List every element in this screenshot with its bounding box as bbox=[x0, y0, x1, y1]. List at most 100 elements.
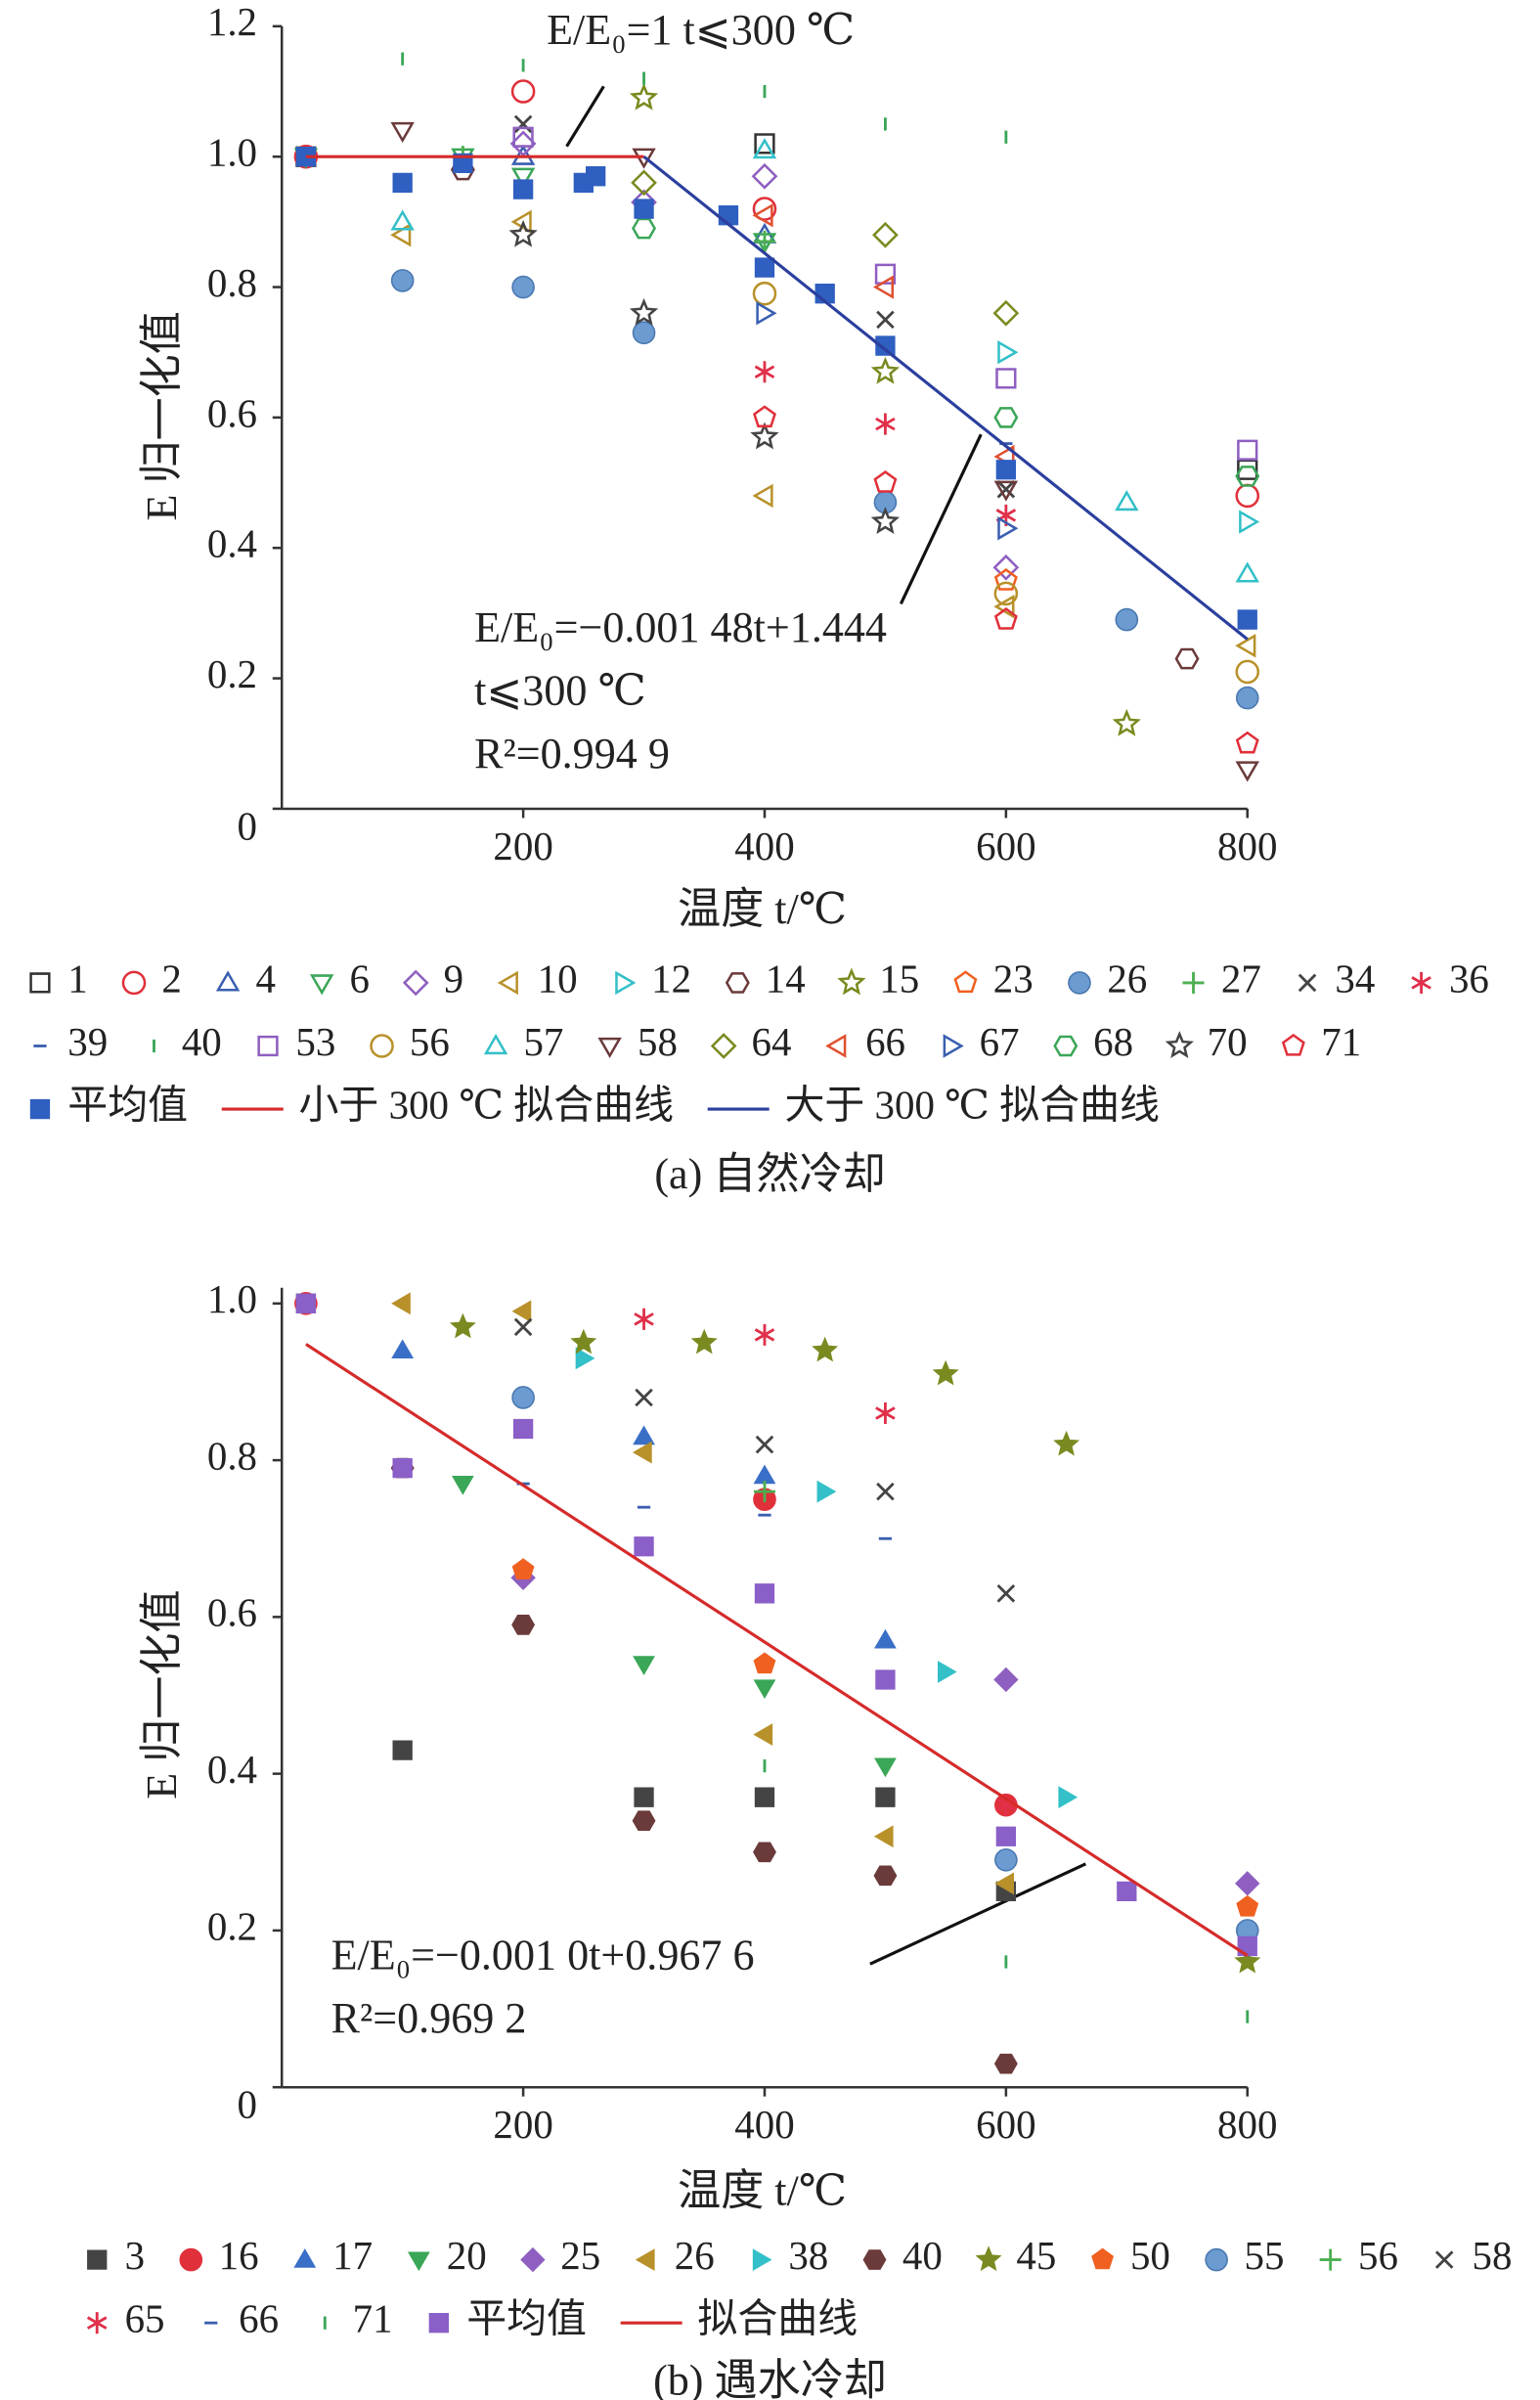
data-point bbox=[754, 1787, 775, 1807]
legend-swatch bbox=[179, 2247, 203, 2272]
annotation-leader bbox=[899, 433, 983, 605]
data-point bbox=[634, 1308, 654, 1330]
y-tick-label: 0.4 bbox=[207, 1748, 257, 1792]
legend-item: 58 bbox=[597, 1020, 678, 1064]
caption: (b) 遇水冷却 bbox=[653, 2356, 887, 2400]
data-point bbox=[875, 1787, 896, 1807]
data-point bbox=[1235, 761, 1259, 782]
data-point bbox=[390, 209, 415, 231]
data-point bbox=[932, 1359, 959, 1386]
y-axis-label: E 归一化值 bbox=[138, 311, 186, 520]
legend-swatch bbox=[837, 967, 866, 996]
legend-swatch bbox=[725, 972, 750, 994]
legend-item: 53 bbox=[257, 1020, 335, 1064]
data-point bbox=[992, 299, 1020, 327]
legend-item: 71 bbox=[323, 2297, 393, 2341]
data-point bbox=[1235, 731, 1259, 754]
legend-item: 9 bbox=[402, 956, 463, 1000]
legend-item: 大于 300 ℃ 拟合曲线 bbox=[707, 1083, 1160, 1127]
data-point bbox=[756, 301, 777, 326]
legend-item: 56 bbox=[1319, 2234, 1398, 2278]
legend-item: 70 bbox=[1165, 1020, 1248, 1064]
x-axis-label: 温度 t/℃ bbox=[678, 885, 847, 933]
legend-swatch bbox=[1298, 973, 1317, 993]
data-point bbox=[874, 263, 897, 285]
legend-swatch bbox=[1091, 2247, 1115, 2270]
data-point bbox=[993, 607, 1018, 630]
legend-swatch bbox=[87, 2249, 108, 2270]
legend-item: 16 bbox=[179, 2234, 259, 2278]
data-point bbox=[1235, 686, 1259, 710]
data-point bbox=[873, 1865, 898, 1887]
annotation-leader bbox=[565, 85, 605, 148]
data-point bbox=[753, 1723, 773, 1746]
data-point bbox=[872, 275, 895, 299]
data-point bbox=[629, 297, 659, 326]
legend-item: 平均值 bbox=[428, 2297, 587, 2341]
legend-swatch bbox=[1205, 2247, 1228, 2272]
y-tick-label: 0.4 bbox=[207, 522, 257, 566]
legend-swatch bbox=[862, 2249, 887, 2270]
data-point bbox=[1235, 483, 1260, 509]
data-point bbox=[994, 1848, 1018, 1872]
legend-item: 拟合曲线 bbox=[620, 2297, 858, 2341]
data-point bbox=[570, 1328, 597, 1355]
legend-swatch bbox=[215, 970, 241, 992]
data-point bbox=[754, 1323, 775, 1346]
data-point bbox=[635, 1388, 653, 1407]
x-tick-label: 200 bbox=[493, 2103, 552, 2147]
data-point bbox=[753, 1679, 776, 1700]
data-point bbox=[1115, 490, 1139, 511]
data-point bbox=[511, 275, 535, 299]
legend-label: 10 bbox=[538, 956, 578, 1000]
legend-label: 拟合曲线 bbox=[697, 2297, 858, 2341]
legend-swatch bbox=[597, 1037, 622, 1059]
legend-swatch bbox=[825, 1034, 847, 1058]
data-point bbox=[631, 169, 657, 197]
legend-swatch bbox=[1319, 2248, 1342, 2271]
data-point bbox=[390, 121, 415, 144]
legend-label: 平均值 bbox=[466, 2297, 587, 2341]
annotation: E/E₀=−0.001 48t+1.444 bbox=[474, 603, 887, 651]
legend-label: 45 bbox=[1016, 2234, 1056, 2278]
data-point bbox=[1235, 659, 1260, 685]
legend-swatch bbox=[29, 972, 51, 994]
data-point bbox=[754, 361, 775, 383]
y-tick-label: 1.0 bbox=[207, 131, 257, 175]
legend-label: 25 bbox=[560, 2234, 600, 2278]
data-point bbox=[1053, 1430, 1080, 1456]
legend-label: 20 bbox=[447, 2234, 487, 2278]
data-point bbox=[1234, 1947, 1261, 1974]
data-point bbox=[634, 199, 654, 219]
legend-item: 14 bbox=[725, 956, 806, 1000]
legend-item: 39 bbox=[33, 1020, 108, 1064]
data-point bbox=[510, 79, 536, 104]
data-point bbox=[1058, 1786, 1078, 1809]
legend-swatch bbox=[29, 1098, 51, 1120]
annotation: R²=0.994 9 bbox=[474, 730, 670, 778]
legend-item: 10 bbox=[497, 956, 578, 1000]
data-point bbox=[875, 1401, 896, 1425]
legend-item: 40 bbox=[153, 1020, 222, 1064]
data-point bbox=[392, 1457, 413, 1479]
data-point bbox=[875, 1669, 896, 1690]
data-point bbox=[873, 1825, 894, 1848]
legend-label: 16 bbox=[219, 2234, 259, 2278]
data-point bbox=[812, 1336, 839, 1362]
legend-swatch bbox=[407, 2251, 430, 2272]
data-point bbox=[391, 1339, 415, 1359]
annotation: E/E₀=−0.001 0t+0.967 6 bbox=[331, 1932, 755, 1979]
legend-label: 70 bbox=[1208, 1020, 1248, 1064]
legend-item: 66 bbox=[204, 2297, 279, 2341]
y-tick-label: 1.0 bbox=[207, 1277, 257, 1321]
data-point bbox=[993, 581, 1019, 606]
legend-label: 55 bbox=[1244, 2234, 1284, 2278]
data-point bbox=[511, 1300, 532, 1323]
data-point bbox=[994, 1872, 1015, 1895]
data-point bbox=[392, 172, 413, 194]
legend-label: 27 bbox=[1221, 956, 1261, 1000]
legend-item: 小于 300 ℃ 拟合曲线 bbox=[221, 1083, 674, 1127]
legend-label: 56 bbox=[1358, 2234, 1398, 2278]
legend-label: 9 bbox=[444, 956, 463, 1000]
data-point bbox=[634, 1787, 654, 1807]
